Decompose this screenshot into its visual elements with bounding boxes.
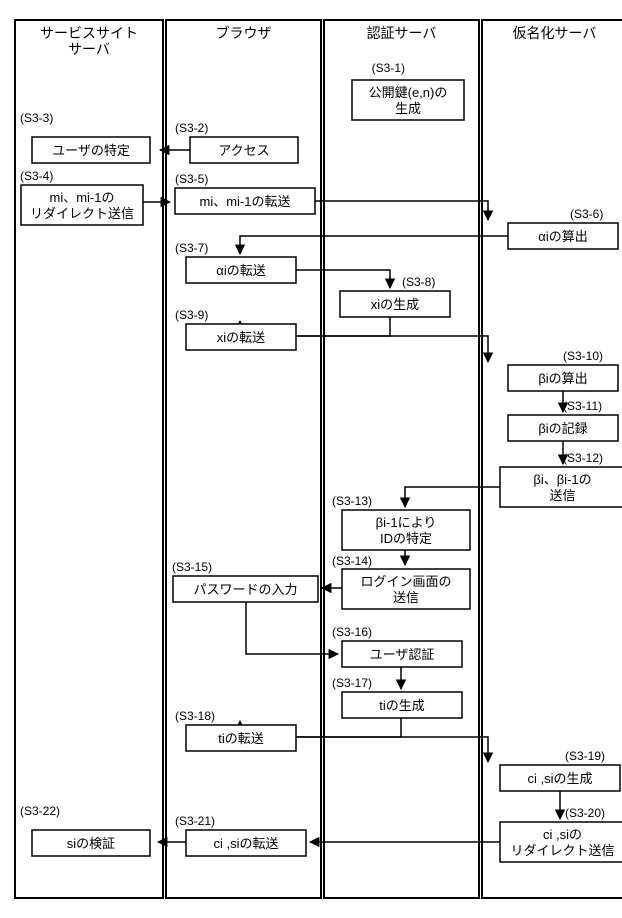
step-label-s3-5: (S3-5) xyxy=(175,172,208,186)
step-s3-5: (S3-5) mi、mi-1の転送 xyxy=(175,172,315,214)
step-text-s3-7: αiの転送 xyxy=(216,263,265,278)
step-s3-1: (S3-1)公開鍵(e,n)の生成 xyxy=(352,61,464,120)
step-text-s3-13: βi-1によりIDの特定 xyxy=(376,515,437,546)
step-label-s3-13: (S3-13) xyxy=(332,494,372,508)
step-s3-18: (S3-18)tiの転送 xyxy=(175,709,296,751)
step-s3-19: (S3-19) ci ,siの生成 xyxy=(500,749,620,791)
step-text-s3-3: ユーザの特定 xyxy=(52,143,130,158)
step-text-s3-22: siの検証 xyxy=(67,836,115,851)
lane-title-auth: 認証サーバ xyxy=(367,25,437,41)
step-label-s3-10: (S3-10) xyxy=(563,349,603,363)
step-text-s3-18: tiの転送 xyxy=(218,731,264,746)
arrow-4 xyxy=(296,270,390,288)
step-text-s3-6: αiの算出 xyxy=(538,229,587,244)
step-s3-17: (S3-17) tiの生成 xyxy=(332,676,462,718)
step-label-s3-3: (S3-3) xyxy=(20,111,53,125)
step-s3-13: (S3-13) βi-1によりIDの特定 xyxy=(332,494,470,550)
step-text-s3-16: ユーザ認証 xyxy=(370,647,435,662)
step-s3-3: (S3-3) ユーザの特定 xyxy=(20,111,150,163)
lane-auth xyxy=(324,20,479,898)
step-text-s3-11: βiの記録 xyxy=(538,421,587,436)
step-s3-10: (S3-10) βiの算出 xyxy=(508,349,618,391)
lane-title-pseudo: 仮名化サーバ xyxy=(513,25,597,41)
lane-title-browser: ブラウザ xyxy=(216,25,272,41)
step-label-s3-17: (S3-17) xyxy=(332,676,372,690)
step-text-s3-2: アクセス xyxy=(218,143,269,158)
step-label-s3-1: (S3-1) xyxy=(372,61,405,75)
step-text-s3-15: パスワードの入力 xyxy=(193,582,297,597)
step-s3-16: (S3-16) ユーザ認証 xyxy=(332,625,462,667)
step-label-s3-22: (S3-22) xyxy=(20,804,60,818)
step-s3-15: (S3-15) パスワードの入力 xyxy=(172,560,318,602)
step-label-s3-18: (S3-18) xyxy=(175,709,215,723)
step-s3-2: (S3-2) アクセス xyxy=(175,121,298,163)
arrow-9 xyxy=(405,487,500,507)
step-s3-11: (S3-11) βiの記録 xyxy=(508,399,618,441)
step-label-s3-8: (S3-8) xyxy=(402,275,435,289)
step-s3-22: (S3-22) siの検証 xyxy=(20,804,150,856)
step-text-s3-19: ci ,siの生成 xyxy=(527,771,592,786)
step-label-s3-15: (S3-15) xyxy=(172,560,212,574)
step-label-s3-4: (S3-4) xyxy=(20,169,53,183)
step-s3-14: (S3-14)ログイン画面の送信 xyxy=(332,554,470,609)
step-s3-20: (S3-20)ci ,siのリダイレクト送信 xyxy=(500,806,622,862)
step-text-s3-21: ci ,siの転送 xyxy=(213,836,278,851)
step-label-s3-14: (S3-14) xyxy=(332,554,372,568)
step-text-s3-10: βiの算出 xyxy=(538,371,587,386)
step-label-s3-11: (S3-11) xyxy=(563,399,602,413)
step-s3-4: (S3-4)mi、mi-1のリダイレクト送信 xyxy=(20,169,143,225)
step-label-s3-16: (S3-16) xyxy=(332,625,372,639)
step-label-s3-2: (S3-2) xyxy=(175,121,208,135)
step-text-s3-9: xiの転送 xyxy=(217,330,265,345)
step-label-s3-6: (S3-6) xyxy=(570,207,603,221)
step-label-s3-21: (S3-21) xyxy=(175,814,215,828)
step-label-s3-20: (S3-20) xyxy=(565,806,605,820)
step-label-s3-19: (S3-19) xyxy=(565,749,605,763)
step-text-s3-17: tiの生成 xyxy=(379,698,425,713)
step-s3-8: (S3-8) xiの生成 xyxy=(340,275,450,317)
arrow-2 xyxy=(315,201,488,220)
step-s3-9: (S3-9) xiの転送 xyxy=(175,308,296,350)
step-s3-21: (S3-21) ci ,siの転送 xyxy=(175,814,306,856)
sequence-diagram: サービスサイトサーバ ブラウザ 認証サーバ 仮名化サーバ (S3-1)公開鍵(e,n)… xyxy=(10,10,622,908)
step-text-s3-5: mi、mi-1の転送 xyxy=(200,194,291,209)
step-label-s3-7: (S3-7) xyxy=(175,241,208,255)
step-s3-12: (S3-12)βi、βi-1の送信 xyxy=(500,451,622,507)
step-text-s3-8: xiの生成 xyxy=(371,297,419,312)
step-label-s3-9: (S3-9) xyxy=(175,308,208,322)
step-s3-7: (S3-7) αiの転送 xyxy=(175,241,296,283)
step-s3-6: (S3-6) αiの算出 xyxy=(508,207,618,249)
arrow-3 xyxy=(240,236,508,254)
lane-title-service: サービスサイトサーバ xyxy=(40,25,138,57)
step-label-s3-12: (S3-12) xyxy=(563,451,603,465)
